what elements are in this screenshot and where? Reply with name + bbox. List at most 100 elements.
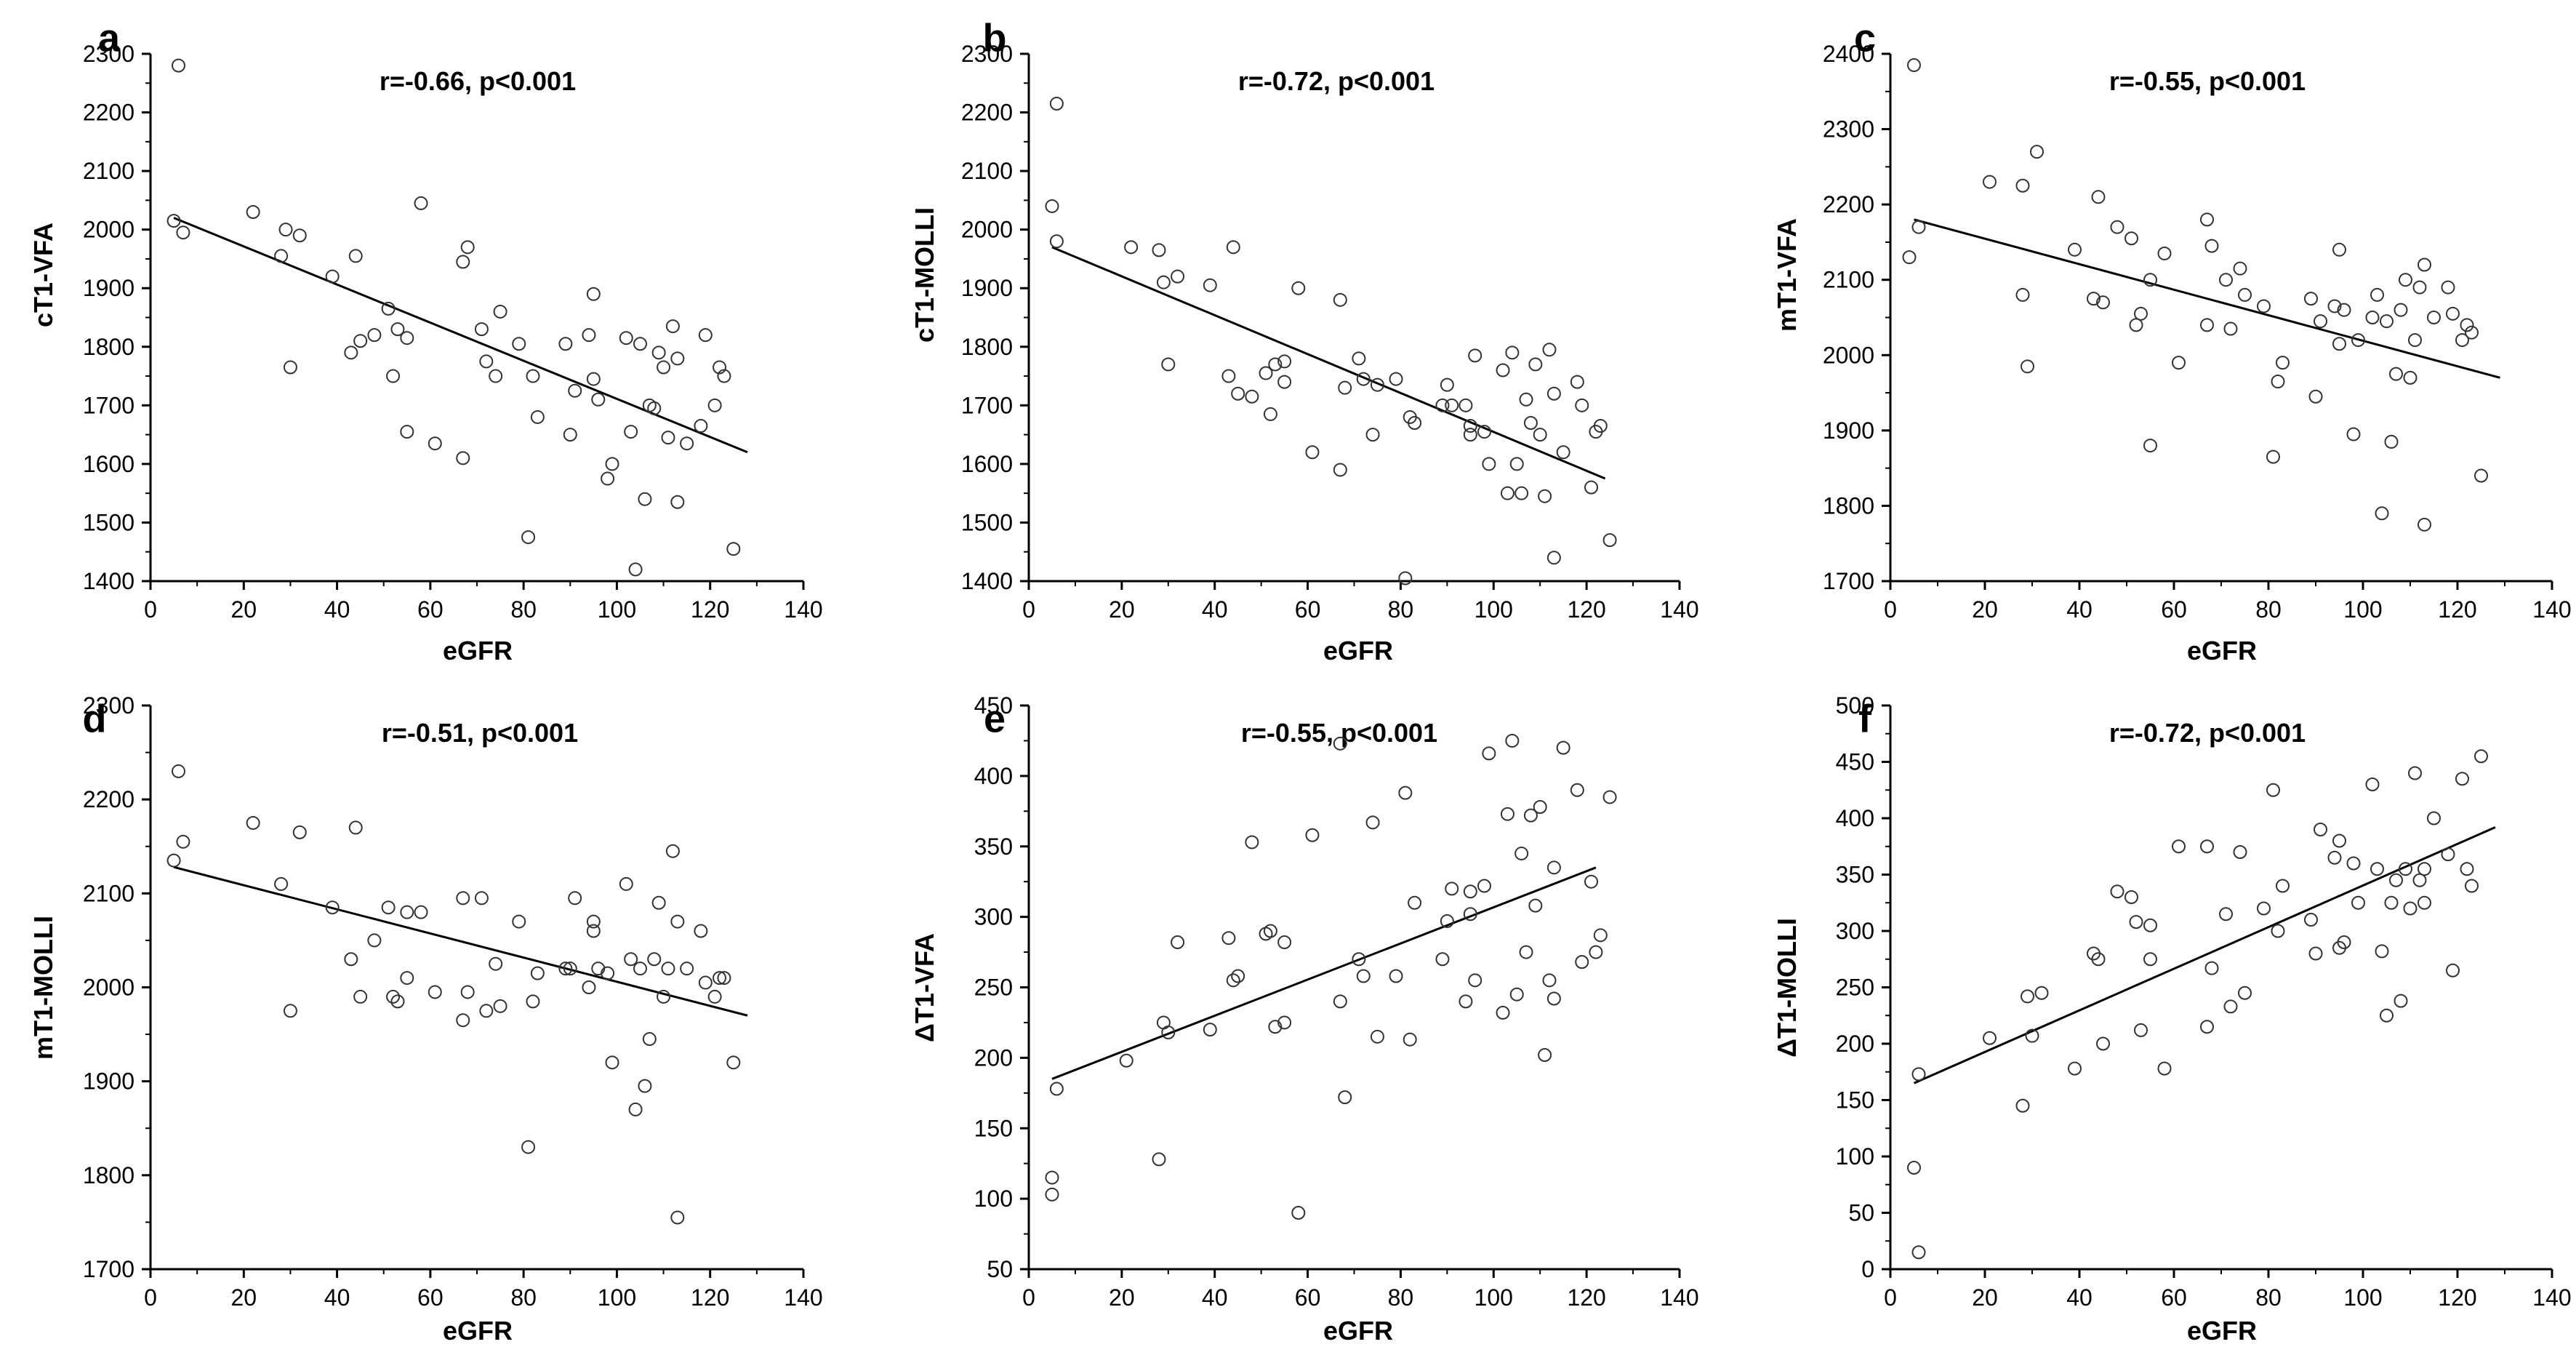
data-point (400, 971, 414, 986)
data-point (1277, 375, 1292, 389)
data-point (2308, 389, 2323, 404)
panel-label: f (1858, 697, 1872, 740)
data-point (563, 962, 577, 976)
data-point (2446, 963, 2460, 978)
data-point (2394, 303, 2408, 317)
data-point (1528, 898, 1543, 913)
data-point (1575, 398, 1589, 412)
data-point (670, 914, 685, 929)
y-tick-label: 300 (1836, 918, 1874, 944)
x-tick-label: 140 (784, 1284, 822, 1311)
data-point (1268, 357, 1283, 372)
y-tick-label: 2200 (1823, 191, 1874, 217)
y-tick-label: 100 (974, 1186, 1013, 1212)
plot-area: 0 20 40 60 80 100 120 140 1700 1800 1900 2000 2100 22… (1823, 41, 2572, 623)
data-point (713, 971, 727, 986)
data-point (2314, 314, 2327, 329)
y-tick-label: 1500 (83, 509, 135, 535)
x-tick-label: 120 (1567, 1284, 1605, 1311)
data-point (386, 989, 401, 1004)
data-point (2460, 318, 2474, 332)
data-point (670, 351, 685, 366)
data-point (171, 764, 185, 778)
data-point (428, 436, 442, 451)
data-point (2370, 862, 2384, 876)
data-point (1542, 973, 1557, 988)
data-point (1119, 1053, 1133, 1068)
data-point (2124, 231, 2138, 246)
data-point (1902, 250, 1917, 265)
data-point (1352, 351, 1366, 366)
data-point (344, 952, 358, 967)
data-point (717, 971, 731, 986)
data-point (456, 255, 470, 269)
data-point (2087, 292, 2100, 306)
data-point (1049, 234, 1064, 249)
data-point (2143, 952, 2157, 967)
data-point (657, 989, 671, 1004)
plot-area: 0 20 40 60 80 100 120 140 1700 1800 1900 2000 2100 22… (83, 692, 823, 1311)
panel-label: e (984, 697, 1006, 740)
x-tick-label: 60 (417, 596, 444, 623)
x-axis-title: eGFR (2187, 1316, 2257, 1346)
y-tick-label: 350 (974, 834, 1013, 860)
regression-line (1914, 218, 2500, 379)
x-tick-label: 80 (1388, 596, 1414, 623)
data-point (1593, 928, 1608, 943)
data-point (2233, 845, 2247, 859)
data-point (1542, 343, 1557, 357)
data-point (292, 825, 307, 839)
data-point (665, 844, 680, 858)
regression-line (173, 866, 748, 1017)
regression-line (1051, 246, 1606, 480)
data-point (2134, 306, 2148, 321)
data-point (2271, 375, 2285, 389)
data-point (512, 337, 526, 351)
data-point (1505, 733, 1520, 748)
data-point (283, 1004, 297, 1018)
y-tick-label: 2200 (83, 100, 135, 126)
data-point (1231, 969, 1245, 983)
x-tick-label: 40 (324, 596, 350, 623)
data-point (2412, 280, 2427, 295)
y-axis-title: mT1-VFA (1772, 218, 1802, 332)
data-point (1277, 354, 1292, 369)
data-point (367, 933, 382, 948)
data-point (624, 952, 638, 967)
y-tick-label: 2300 (961, 41, 1013, 67)
data-point (1440, 914, 1454, 928)
data-point (1509, 457, 1524, 471)
y-tick-label: 400 (974, 763, 1013, 789)
panel-label: c (1854, 16, 1876, 60)
data-point (1049, 1082, 1064, 1096)
data-point (176, 834, 190, 849)
y-tick-label: 150 (974, 1115, 1013, 1141)
data-point (1333, 736, 1347, 751)
x-axis-title: eGFR (2187, 636, 2257, 665)
data-point (2172, 839, 2186, 854)
data-point (1435, 952, 1450, 967)
y-tick-label: 1600 (83, 451, 135, 477)
data-point (1263, 924, 1277, 938)
data-point (1365, 815, 1380, 830)
data-point (2223, 321, 2238, 336)
data-point (586, 287, 601, 301)
data-point (1305, 828, 1320, 842)
data-point (568, 891, 582, 906)
data-point (670, 495, 685, 509)
x-tick-label: 20 (1109, 1284, 1135, 1311)
data-point (2271, 924, 2285, 938)
data-point (2327, 299, 2342, 313)
data-point (1445, 398, 1459, 412)
data-point (1045, 199, 1059, 213)
data-point (1468, 348, 1482, 363)
data-point (633, 337, 647, 351)
data-point (2257, 901, 2271, 916)
x-tick-label: 80 (2255, 1284, 2282, 1311)
data-point (661, 431, 675, 445)
y-tick-label: 2000 (1823, 342, 1874, 368)
x-tick-label: 80 (2255, 596, 2282, 623)
data-point (2427, 311, 2441, 324)
data-point (1398, 571, 1413, 585)
data-point (1171, 269, 1185, 284)
